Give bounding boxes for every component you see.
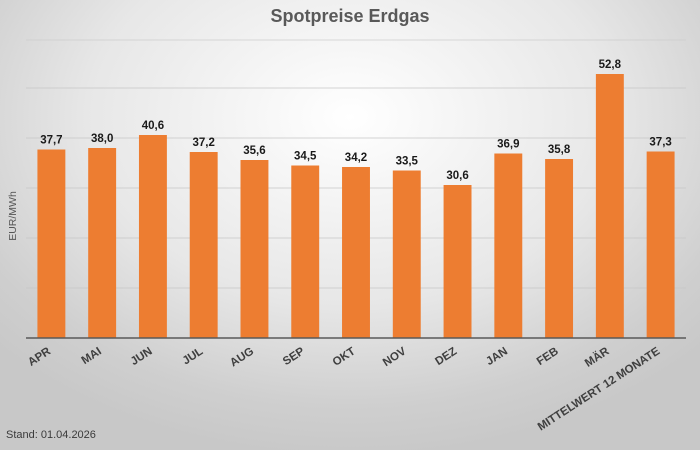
svg-text:37,3: 37,3 <box>649 137 671 149</box>
svg-text:MAI: MAI <box>80 345 104 367</box>
svg-text:30,6: 30,6 <box>446 170 468 182</box>
svg-text:JUN: JUN <box>129 345 155 368</box>
svg-text:40,6: 40,6 <box>142 120 164 132</box>
svg-text:JUL: JUL <box>181 345 206 367</box>
svg-text:37,7: 37,7 <box>40 135 62 147</box>
svg-text:35,6: 35,6 <box>243 145 265 157</box>
svg-text:SEP: SEP <box>281 345 307 368</box>
svg-text:34,2: 34,2 <box>345 152 367 164</box>
svg-text:37,2: 37,2 <box>192 137 214 149</box>
svg-text:33,5: 33,5 <box>396 156 419 168</box>
svg-text:MÄR: MÄR <box>582 344 612 370</box>
svg-text:OKT: OKT <box>331 345 358 368</box>
svg-text:AUG: AUG <box>228 345 256 369</box>
svg-text:35,8: 35,8 <box>548 144 571 156</box>
svg-text:DEZ: DEZ <box>433 345 459 368</box>
svg-text:34,5: 34,5 <box>294 151 317 163</box>
svg-text:NOV: NOV <box>381 345 409 369</box>
svg-text:36,9: 36,9 <box>497 139 519 151</box>
svg-text:APR: APR <box>26 345 53 369</box>
svg-text:EUR/MWh: EUR/MWh <box>7 191 19 241</box>
svg-text:38,0: 38,0 <box>91 133 113 145</box>
svg-text:JAN: JAN <box>484 345 510 368</box>
svg-text:52,8: 52,8 <box>599 59 622 71</box>
svg-text:FEB: FEB <box>535 345 561 368</box>
